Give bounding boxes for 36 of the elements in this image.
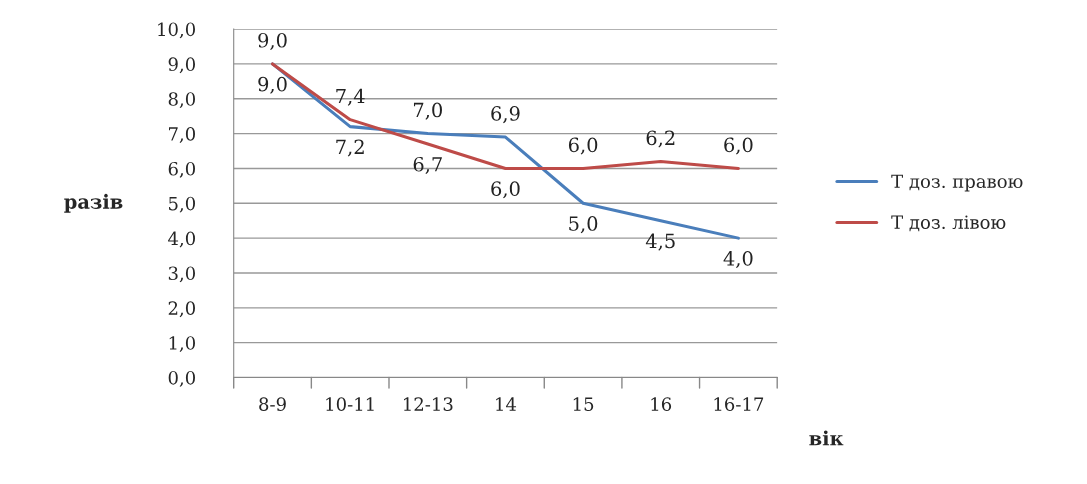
x-tick-label: 10-11 [326,397,374,411]
x-tick-label: 12-13 [403,397,453,411]
data-label: 6,0 [724,137,753,155]
x-tick-label: 8-9 [259,397,286,411]
data-label: 6,0 [568,137,598,155]
y-tick-label: 4,0 [168,231,196,248]
legend-label: Т доз. лівою [891,215,1006,232]
y-tick-label: 1,0 [169,336,196,352]
data-label: 9,0 [258,76,287,94]
x-tick-label: 16 [651,397,672,411]
data-label: 4,0 [723,250,753,269]
data-label: 6,2 [646,130,675,148]
data-label: 5,0 [569,216,598,234]
data-label: 6,7 [413,156,442,174]
x-axis-title: вік [809,430,844,446]
data-label: 6,0 [491,181,520,199]
y-tick-label: 5,0 [169,196,196,213]
data-label: 6,9 [491,106,520,124]
data-label: 7,4 [336,88,365,106]
y-tick-label: 10,0 [158,22,196,39]
y-tick-label: 2,0 [168,301,196,318]
y-tick-label: 7,0 [169,127,196,143]
y-tick-label: 9,0 [168,57,196,74]
y-tick-label: 0,0 [168,370,196,387]
y-tick-label: 3,0 [168,266,196,283]
data-label: 9,0 [258,32,287,50]
legend-label: Т доз. правою [891,174,1023,192]
x-tick-label: 15 [573,397,594,411]
x-tick-label: 16-17 [714,397,764,411]
data-label: 7,0 [413,102,442,120]
x-tick-label: 14 [496,397,517,411]
y-axis-title: разів [64,193,123,213]
y-tick-label: 8,0 [168,92,196,109]
data-label: 7,2 [336,139,364,157]
data-label: 4,5 [645,233,675,251]
y-tick-label: 6,0 [168,161,196,178]
